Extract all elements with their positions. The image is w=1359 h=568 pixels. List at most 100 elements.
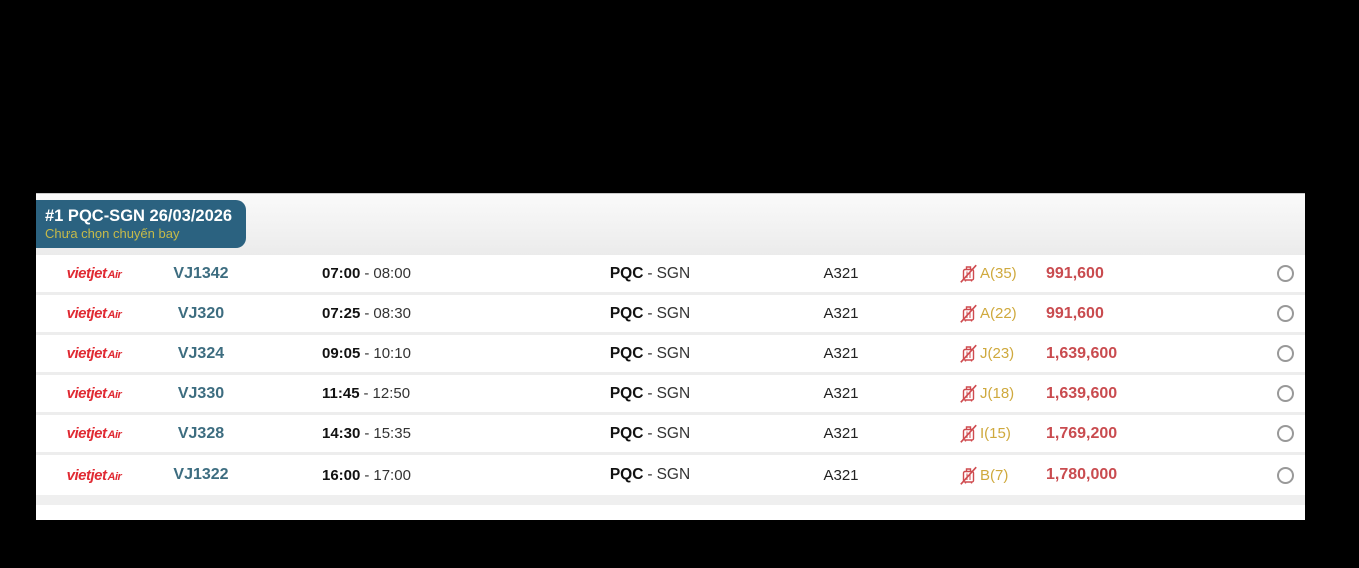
departure-time: 07:25 bbox=[322, 305, 361, 322]
flight-times: 07:00-08:00 bbox=[250, 265, 536, 282]
fare-class: J(18) bbox=[918, 384, 1046, 403]
flight-row[interactable]: vietjetAir VJ1322 16:00-17:00 PQC - SGN A3… bbox=[36, 455, 1305, 495]
fare-class: A(35) bbox=[918, 264, 1046, 283]
vietjet-logo-text: vietjet bbox=[66, 466, 107, 484]
no-baggage-icon bbox=[960, 384, 977, 403]
fare-class-label: I(15) bbox=[980, 425, 1011, 442]
vietjet-logo-suffix: Air bbox=[107, 429, 122, 441]
radio-cell bbox=[1265, 305, 1305, 322]
radio-button[interactable] bbox=[1276, 385, 1294, 402]
vietjet-logo-suffix: Air bbox=[107, 470, 122, 483]
fare-class: I(15) bbox=[918, 424, 1046, 443]
no-baggage-icon bbox=[960, 304, 977, 323]
route-separator: - bbox=[647, 304, 653, 322]
airline-logo-cell: vietjetAir bbox=[36, 385, 152, 402]
time-separator: - bbox=[364, 425, 370, 442]
airline-logo-cell: vietjetAir bbox=[36, 265, 152, 282]
radio-button[interactable] bbox=[1276, 305, 1294, 322]
airline-logo-cell: vietjetAir bbox=[36, 467, 152, 484]
no-baggage-icon bbox=[960, 344, 977, 363]
aircraft-type: A321 bbox=[823, 466, 859, 484]
route: PQC - SGN bbox=[536, 345, 764, 363]
time-separator: - bbox=[363, 385, 369, 402]
fare-class-label: A(22) bbox=[980, 305, 1017, 322]
flight-row[interactable]: vietjetAir VJ1342 07:00-08:00 PQC - SGN A3… bbox=[36, 255, 1305, 295]
destination-code: SGN bbox=[656, 264, 691, 282]
aircraft-type: A321 bbox=[823, 385, 859, 402]
price: 991,600 bbox=[1046, 264, 1104, 282]
destination-code: SGN bbox=[656, 344, 691, 362]
arrival-time: 15:35 bbox=[373, 425, 411, 442]
radio-cell bbox=[1265, 385, 1305, 402]
route-separator: - bbox=[647, 264, 653, 282]
arrival-time: 10:10 bbox=[373, 345, 411, 362]
flight-row[interactable]: vietjetAir VJ330 11:45-12:50 PQC - SGN A32… bbox=[36, 375, 1305, 415]
fare-class: A(22) bbox=[918, 304, 1046, 323]
departure-time: 16:00 bbox=[322, 466, 361, 484]
price: 991,600 bbox=[1046, 304, 1104, 322]
vietjet-logo-text: vietjet bbox=[66, 345, 107, 362]
fare-class: J(23) bbox=[918, 344, 1046, 363]
flight-number[interactable]: VJ1342 bbox=[173, 264, 229, 282]
vietjet-logo: vietjetAir bbox=[67, 425, 122, 442]
leg-title: #1 PQC-SGN 26/03/2026 bbox=[45, 207, 233, 225]
vietjet-logo-text: vietjet bbox=[66, 385, 107, 402]
fare-class: B(7) bbox=[918, 466, 1046, 485]
price: 1,780,000 bbox=[1046, 466, 1118, 483]
route: PQC - SGN bbox=[536, 425, 764, 443]
arrival-time: 08:00 bbox=[373, 265, 411, 282]
vietjet-logo-suffix: Air bbox=[107, 309, 122, 321]
fare-class-label: J(18) bbox=[980, 385, 1015, 402]
arrival-time: 17:00 bbox=[373, 466, 411, 484]
radio-button[interactable] bbox=[1276, 345, 1294, 362]
flight-row[interactable]: vietjetAir VJ320 07:25-08:30 PQC - SGN A32… bbox=[36, 295, 1305, 335]
departure-time: 07:00 bbox=[322, 265, 361, 282]
radio-button[interactable] bbox=[1276, 265, 1294, 282]
leg-status-text: Chưa chọn chuyến bay bbox=[45, 226, 180, 241]
flight-number[interactable]: VJ320 bbox=[177, 304, 225, 322]
flight-number[interactable]: VJ1322 bbox=[173, 466, 229, 483]
route: PQC - SGN bbox=[536, 466, 764, 484]
no-baggage-icon bbox=[960, 424, 977, 443]
destination-code: SGN bbox=[656, 304, 691, 322]
aircraft-type: A321 bbox=[823, 345, 859, 362]
flight-selection-panel: #1 PQC-SGN 26/03/2026 Chưa chọn chuyến b… bbox=[36, 193, 1305, 520]
aircraft-type: A321 bbox=[823, 265, 859, 282]
vietjet-logo-text: vietjet bbox=[66, 265, 107, 282]
no-baggage-icon bbox=[960, 264, 977, 283]
flight-number[interactable]: VJ330 bbox=[177, 384, 225, 402]
route-separator: - bbox=[647, 424, 653, 442]
origin-code: PQC bbox=[609, 344, 644, 362]
flight-row[interactable]: vietjetAir VJ324 09:05-10:10 PQC - SGN A32… bbox=[36, 335, 1305, 375]
fare-class-label: B(7) bbox=[980, 466, 1009, 484]
time-separator: - bbox=[364, 466, 370, 484]
route-separator: - bbox=[647, 384, 653, 402]
destination-code: SGN bbox=[656, 424, 691, 442]
origin-code: PQC bbox=[609, 424, 644, 442]
departure-time: 09:05 bbox=[322, 345, 361, 362]
vietjet-logo: vietjetAir bbox=[67, 385, 122, 402]
radio-button[interactable] bbox=[1276, 425, 1294, 442]
route: PQC - SGN bbox=[536, 265, 764, 283]
airline-logo-cell: vietjetAir bbox=[36, 305, 152, 322]
arrival-time: 12:50 bbox=[372, 385, 411, 402]
vietjet-logo-suffix: Air bbox=[107, 389, 122, 401]
flight-number[interactable]: VJ324 bbox=[177, 344, 225, 362]
radio-button[interactable] bbox=[1276, 466, 1294, 484]
leg-header: #1 PQC-SGN 26/03/2026 Chưa chọn chuyến b… bbox=[36, 193, 1305, 255]
radio-cell bbox=[1265, 345, 1305, 362]
price: 1,769,200 bbox=[1046, 424, 1118, 442]
flight-row[interactable]: vietjetAir VJ328 14:30-15:35 PQC - SGN A32… bbox=[36, 415, 1305, 455]
destination-code: SGN bbox=[656, 466, 691, 483]
route-separator: - bbox=[647, 466, 653, 483]
flight-number[interactable]: VJ328 bbox=[177, 424, 225, 442]
vietjet-logo-suffix: Air bbox=[107, 269, 122, 281]
origin-code: PQC bbox=[609, 304, 644, 322]
origin-code: PQC bbox=[609, 384, 644, 402]
flight-times: 07:25-08:30 bbox=[250, 305, 536, 322]
departure-time: 14:30 bbox=[322, 425, 361, 442]
vietjet-logo: vietjetAir bbox=[67, 305, 122, 322]
flight-times: 16:00-17:00 bbox=[250, 467, 536, 484]
vietjet-logo: vietjetAir bbox=[67, 467, 122, 484]
aircraft-type: A321 bbox=[823, 425, 859, 442]
